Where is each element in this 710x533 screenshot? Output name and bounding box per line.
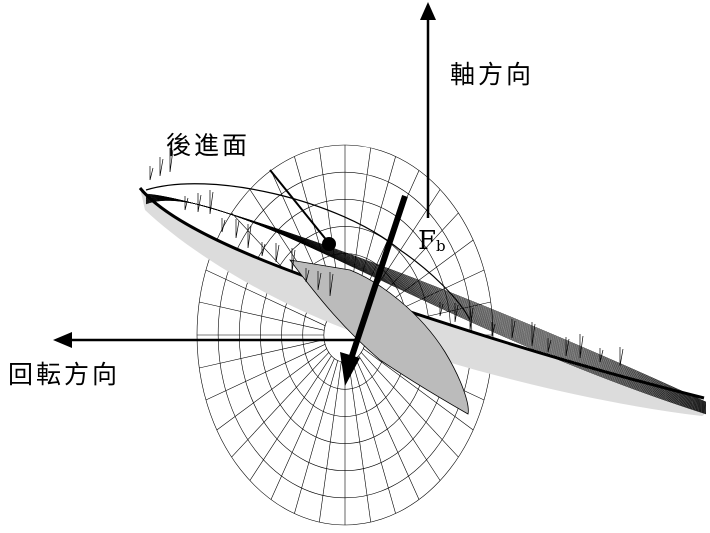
grid-spoke — [358, 355, 441, 481]
flow-tuft — [261, 242, 266, 257]
grid-spoke — [355, 358, 420, 500]
grid-spoke — [270, 358, 335, 500]
flow-tuft — [247, 224, 252, 249]
grid-spoke — [363, 348, 474, 431]
flow-tuft — [275, 243, 280, 263]
grid-spoke — [360, 352, 459, 458]
flow-tuft — [565, 337, 570, 357]
flow-tuft — [454, 303, 459, 323]
flow-tuft — [149, 166, 154, 181]
blade-tufts — [149, 148, 624, 367]
flow-tuft — [599, 348, 604, 363]
rotation-direction-label: 回転方向 — [8, 360, 121, 389]
flow-tuft — [197, 193, 202, 213]
flow-tuft — [531, 322, 536, 347]
back-face-marker-dot — [322, 237, 336, 251]
grid-spoke — [294, 360, 339, 514]
grid-spoke — [205, 344, 326, 401]
grid-spoke — [205, 269, 326, 326]
propeller-blade — [138, 183, 707, 416]
force-vector-head — [340, 352, 360, 386]
force-subscript: b — [436, 237, 446, 255]
flow-tuft — [169, 148, 174, 173]
grid-spoke — [319, 361, 342, 523]
flow-tuft — [209, 190, 214, 215]
flow-tuft — [305, 268, 310, 283]
axial-direction-label: 軸方向 — [450, 60, 535, 89]
flow-tuft — [439, 302, 444, 317]
grid-spoke — [351, 360, 396, 514]
grid-spoke — [231, 352, 330, 458]
flow-tuft — [491, 322, 496, 337]
grid-spoke — [249, 355, 332, 481]
flow-tuft — [235, 219, 240, 239]
force-symbol: F — [418, 226, 437, 256]
flow-tuft — [329, 272, 334, 297]
grid-spoke — [216, 348, 327, 431]
force-vector-shaft — [347, 195, 408, 363]
flow-tuft — [511, 319, 516, 339]
back-face-label: 後進面 — [166, 131, 251, 160]
flow-tuft — [221, 218, 226, 233]
grid-spoke — [199, 339, 325, 369]
flow-tuft — [159, 157, 164, 177]
blade-lower-section — [289, 259, 469, 415]
back-face-leader-line — [269, 169, 329, 243]
flow-tuft — [291, 248, 296, 273]
flow-tuft — [579, 334, 584, 359]
force-label: Fb — [418, 228, 446, 254]
flow-tuft — [469, 306, 474, 331]
axial-arrow-head — [420, 2, 436, 20]
blade-upper-edge — [145, 183, 471, 321]
rotation-arrow-head — [53, 332, 72, 348]
grid-spoke — [348, 361, 371, 523]
flow-tuft — [619, 347, 624, 367]
grid-spoke — [199, 301, 325, 331]
flow-tuft — [547, 338, 552, 353]
flow-tuft — [184, 196, 189, 211]
flow-tuft — [317, 271, 322, 291]
